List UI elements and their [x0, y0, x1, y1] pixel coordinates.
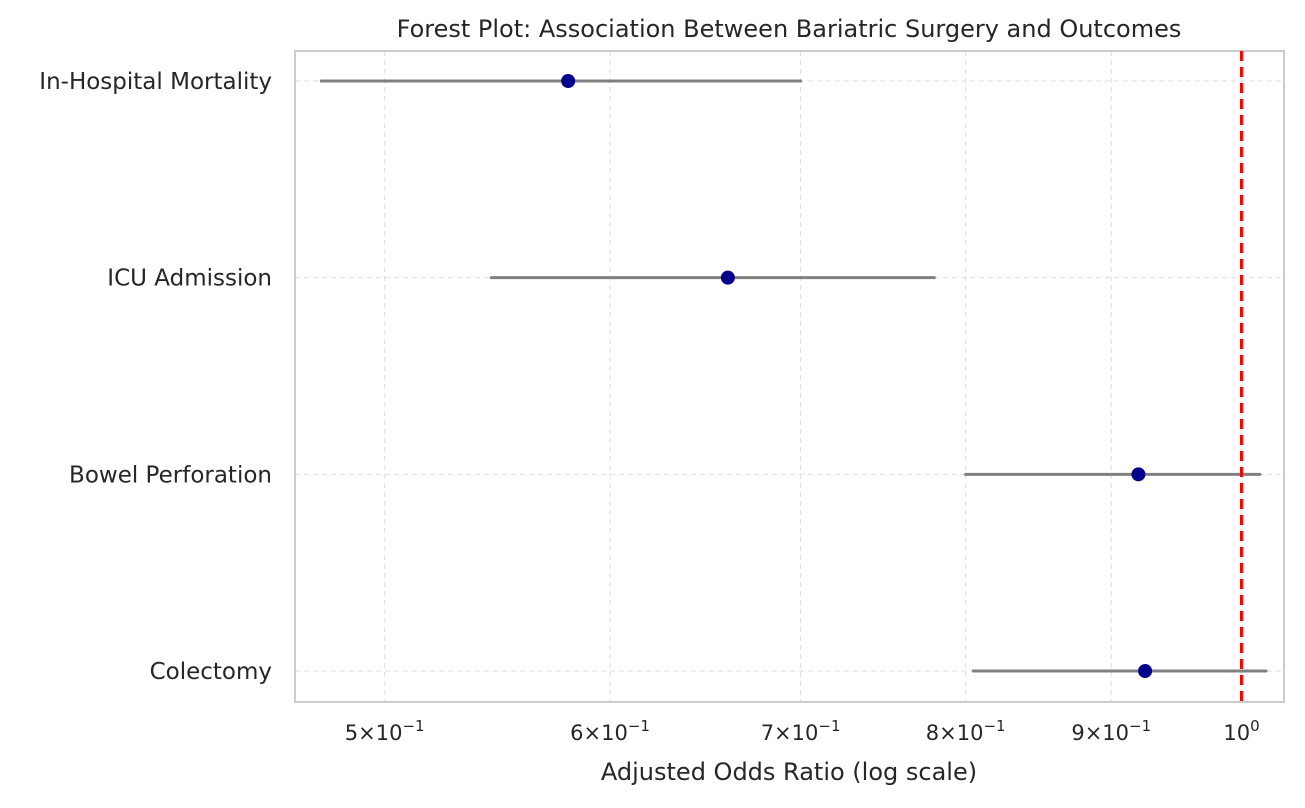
x-axis-label: Adjusted Odds Ratio (log scale): [601, 758, 977, 786]
x-tick-label: 9×10−1: [1071, 717, 1151, 745]
x-tick-label: 6×10−1: [570, 717, 650, 745]
x-tick-label: 100: [1223, 717, 1259, 745]
x-tick-labels: 5×10−1 6×10−1 7×10−1 8×10−1 9×10−1 100: [345, 717, 1260, 745]
point-layer: [561, 74, 1153, 678]
x-tick-label: 5×10−1: [345, 717, 425, 745]
odds-ratio-point: [720, 270, 735, 285]
plot-frame: [294, 50, 1285, 703]
odds-ratio-point: [1138, 664, 1153, 678]
y-tick-labels: In-Hospital Mortality ICU Admission Bowel …: [39, 69, 272, 685]
odds-ratio-point: [561, 74, 576, 88]
y-tick-label: Bowel Perforation: [69, 462, 272, 488]
x-tick-label: 7×10−1: [761, 717, 841, 745]
chart-title: Forest Plot: Association Between Bariatr…: [397, 15, 1182, 43]
y-tick-label: In-Hospital Mortality: [39, 69, 272, 95]
y-tick-label: Colectomy: [150, 659, 272, 685]
odds-ratio-point: [1131, 467, 1146, 482]
ci-layer: [319, 79, 1268, 673]
grid-layer: [295, 51, 1284, 702]
x-tick-label: 8×10−1: [926, 717, 1006, 745]
y-tick-label: ICU Admission: [107, 266, 272, 292]
